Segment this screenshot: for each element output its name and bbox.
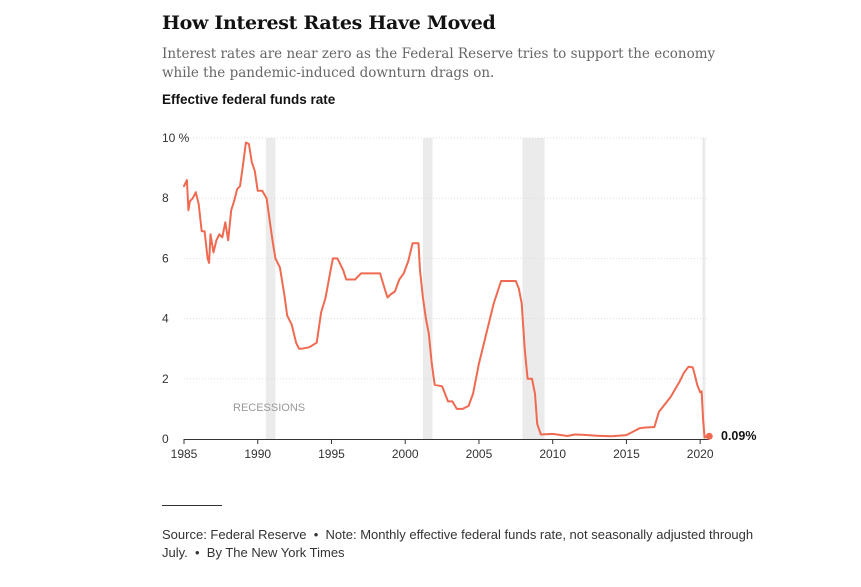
x-tick-label: 2020 (687, 447, 714, 461)
recession-band (522, 138, 545, 439)
x-tick-label: 1990 (244, 447, 271, 461)
y-tick-label: 6 (162, 251, 169, 265)
end-value-label: 0.09% (721, 429, 756, 443)
bullet-separator: • (313, 527, 319, 542)
source-text: Source: Federal Reserve (162, 527, 307, 542)
chart-title: How Interest Rates Have Moved (162, 12, 496, 34)
y-tick-label: 4 (162, 312, 169, 326)
axes: 0 2 4 6 8 10 % 1985 1990 1995 2000 2005 2010 2015 202… (162, 131, 714, 461)
recession-bands (265, 138, 706, 439)
x-tick-label: 1995 (318, 447, 345, 461)
recessions-label: RECESSIONS (233, 402, 305, 414)
footer-rule (162, 505, 222, 506)
chart-label: Effective federal funds rate (162, 92, 336, 107)
source-note: Source: Federal Reserve • Note: Monthly … (162, 526, 762, 562)
x-tick-label: 2015 (613, 447, 640, 461)
recession-band (702, 138, 706, 439)
note-text: Note: Monthly effective federal funds ra… (162, 527, 754, 560)
bullet-separator: • (195, 545, 200, 560)
x-tick-label: 1985 (171, 447, 198, 461)
x-tick-label: 2000 (392, 447, 419, 461)
end-point-marker (705, 432, 713, 440)
y-tick-label: 0 (162, 432, 169, 446)
byline: By The New York Times (206, 545, 345, 560)
gridlines (184, 137, 709, 380)
series (183, 141, 713, 440)
recession-band (265, 138, 276, 439)
y-tick-label: 8 (162, 191, 169, 205)
y-tick-label: 2 (162, 372, 169, 386)
chart-subtitle: Interest rates are near zero as the Fede… (162, 46, 716, 81)
x-tick-label: 2010 (539, 447, 566, 461)
y-tick-label: 10 % (162, 131, 190, 145)
series-line-fed-funds-rate (183, 141, 710, 439)
x-tick-label: 2005 (466, 447, 493, 461)
recession-band (422, 138, 433, 439)
chart-annotations: RECESSIONS 0.09% (233, 402, 756, 443)
